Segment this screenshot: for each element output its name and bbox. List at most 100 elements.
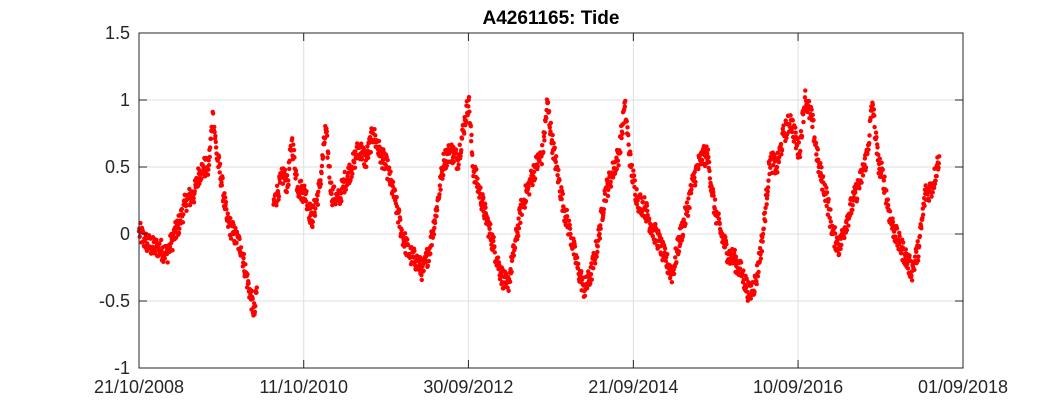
data-point — [873, 130, 879, 135]
x-tick-label: 21/10/2008 — [94, 377, 184, 397]
data-point — [539, 161, 544, 167]
data-point — [437, 192, 442, 197]
data-point — [365, 155, 371, 161]
data-point — [238, 245, 244, 250]
data-point — [818, 161, 823, 166]
data-point — [402, 231, 408, 236]
data-point — [909, 273, 914, 278]
data-point — [459, 136, 465, 141]
data-point — [754, 281, 759, 287]
data-point — [775, 170, 780, 175]
data-point — [601, 210, 606, 215]
data-point — [686, 196, 691, 201]
data-point — [567, 222, 572, 228]
data-point — [850, 203, 855, 208]
data-point — [191, 195, 196, 201]
data-point — [594, 254, 599, 259]
data-point — [744, 276, 749, 281]
data-point — [797, 154, 803, 160]
data-point — [532, 176, 538, 181]
data-point — [276, 197, 281, 202]
data-point — [245, 272, 250, 277]
data-point — [752, 289, 757, 294]
data-point — [487, 226, 492, 231]
y-tick-label: 0.5 — [105, 157, 130, 177]
data-point — [608, 184, 614, 189]
data-point — [764, 196, 770, 201]
data-point — [435, 207, 440, 213]
data-point — [616, 163, 621, 168]
data-point — [432, 220, 438, 226]
data-point — [234, 240, 239, 245]
data-point — [859, 180, 864, 185]
data-point — [606, 187, 611, 192]
data-point — [386, 165, 392, 170]
data-point — [696, 166, 701, 172]
data-point — [619, 135, 624, 141]
data-point — [417, 255, 423, 260]
data-point — [671, 271, 677, 277]
data-point — [477, 195, 482, 200]
data-point — [437, 183, 443, 188]
data-point — [170, 248, 175, 253]
data-point — [516, 226, 522, 231]
data-point — [176, 230, 182, 236]
data-point — [712, 206, 717, 211]
data-point — [492, 244, 497, 249]
data-point — [705, 147, 711, 152]
data-point — [159, 249, 164, 254]
data-point — [738, 260, 744, 265]
data-point — [779, 148, 785, 153]
data-point — [426, 258, 432, 264]
data-point — [772, 152, 777, 158]
data-point — [243, 262, 248, 267]
data-point — [451, 159, 456, 164]
data-point — [917, 233, 923, 239]
data-point — [567, 226, 573, 231]
data-point — [252, 309, 258, 315]
data-point — [874, 135, 879, 140]
data-point — [448, 149, 454, 154]
data-point — [880, 167, 885, 172]
data-point — [632, 178, 638, 183]
data-point — [365, 144, 370, 149]
data-point — [199, 176, 204, 181]
data-point — [429, 242, 434, 248]
data-point — [603, 198, 609, 204]
data-point — [438, 187, 443, 192]
data-point — [839, 242, 844, 248]
data-point — [157, 241, 162, 246]
data-point — [814, 152, 819, 157]
data-point — [923, 183, 928, 188]
data-point — [598, 226, 603, 231]
data-point — [526, 184, 531, 190]
data-point — [324, 129, 329, 134]
data-point — [768, 165, 773, 170]
data-point — [933, 178, 938, 183]
data-point — [760, 231, 766, 237]
data-point — [824, 190, 830, 195]
data-point — [207, 154, 212, 160]
data-point — [763, 218, 768, 224]
data-point — [564, 207, 570, 213]
data-point — [419, 277, 424, 283]
data-point — [626, 132, 631, 138]
data-point — [325, 155, 330, 160]
data-point — [352, 165, 358, 170]
data-point — [467, 109, 472, 114]
data-point — [293, 176, 298, 181]
data-point — [282, 167, 288, 173]
data-point — [838, 246, 843, 251]
data-point — [555, 172, 560, 178]
data-point — [421, 268, 426, 274]
data-point — [535, 164, 540, 169]
data-point — [184, 208, 189, 214]
data-point — [392, 188, 398, 193]
data-point — [509, 258, 515, 263]
data-point — [836, 251, 842, 257]
data-point — [763, 205, 768, 211]
data-point — [287, 158, 292, 164]
data-point — [614, 166, 619, 172]
data-point — [872, 113, 877, 118]
x-tick-label: 01/09/2018 — [918, 377, 1008, 397]
